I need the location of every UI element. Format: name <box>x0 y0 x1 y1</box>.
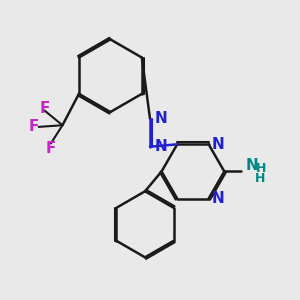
Text: N: N <box>154 139 167 154</box>
Text: N: N <box>154 111 167 126</box>
Text: F: F <box>28 119 39 134</box>
Text: H: H <box>255 172 265 185</box>
Text: N: N <box>211 137 224 152</box>
Text: N: N <box>246 158 259 173</box>
Text: F: F <box>39 100 50 116</box>
Text: F: F <box>46 141 56 156</box>
Text: H: H <box>256 162 266 175</box>
Text: N: N <box>211 191 224 206</box>
